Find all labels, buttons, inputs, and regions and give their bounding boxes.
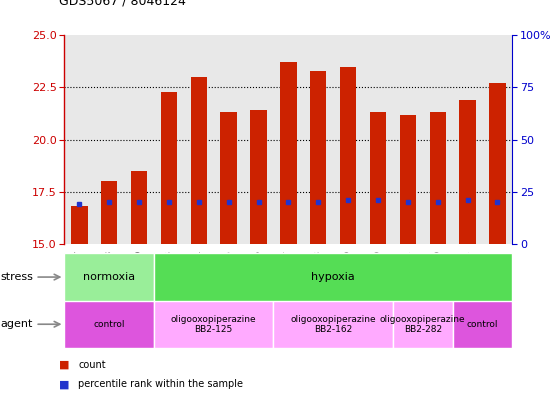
Bar — [64, 253, 154, 301]
Text: ■: ■ — [59, 360, 69, 369]
Bar — [190, 77, 207, 244]
Bar — [489, 83, 506, 244]
Text: agent: agent — [0, 319, 32, 329]
Text: normoxia: normoxia — [83, 272, 136, 282]
Bar — [273, 301, 393, 348]
Bar — [71, 206, 87, 244]
Bar — [400, 114, 416, 244]
Text: hypoxia: hypoxia — [311, 272, 355, 282]
Bar — [131, 171, 147, 244]
Bar — [280, 62, 297, 244]
Bar — [393, 301, 452, 348]
Text: count: count — [78, 360, 106, 369]
Bar — [430, 112, 446, 244]
Text: oligooxopiperazine
BB2-162: oligooxopiperazine BB2-162 — [291, 314, 376, 334]
Text: ■: ■ — [59, 379, 69, 389]
Bar — [154, 301, 273, 348]
Text: oligooxopiperazine
BB2-125: oligooxopiperazine BB2-125 — [171, 314, 256, 334]
Text: GDS5067 / 8046124: GDS5067 / 8046124 — [59, 0, 186, 8]
Bar — [154, 253, 512, 301]
Text: control: control — [94, 320, 125, 329]
Bar — [370, 112, 386, 244]
Bar — [250, 110, 267, 244]
Bar — [310, 71, 326, 244]
Text: oligooxopiperazine
BB2-282: oligooxopiperazine BB2-282 — [380, 314, 465, 334]
Text: stress: stress — [0, 272, 33, 282]
Bar — [64, 301, 154, 348]
Bar — [452, 301, 512, 348]
Bar — [101, 181, 118, 244]
Bar — [340, 66, 356, 244]
Bar — [459, 100, 476, 244]
Bar — [221, 112, 237, 244]
Text: percentile rank within the sample: percentile rank within the sample — [78, 379, 244, 389]
Bar — [161, 92, 177, 244]
Text: control: control — [467, 320, 498, 329]
